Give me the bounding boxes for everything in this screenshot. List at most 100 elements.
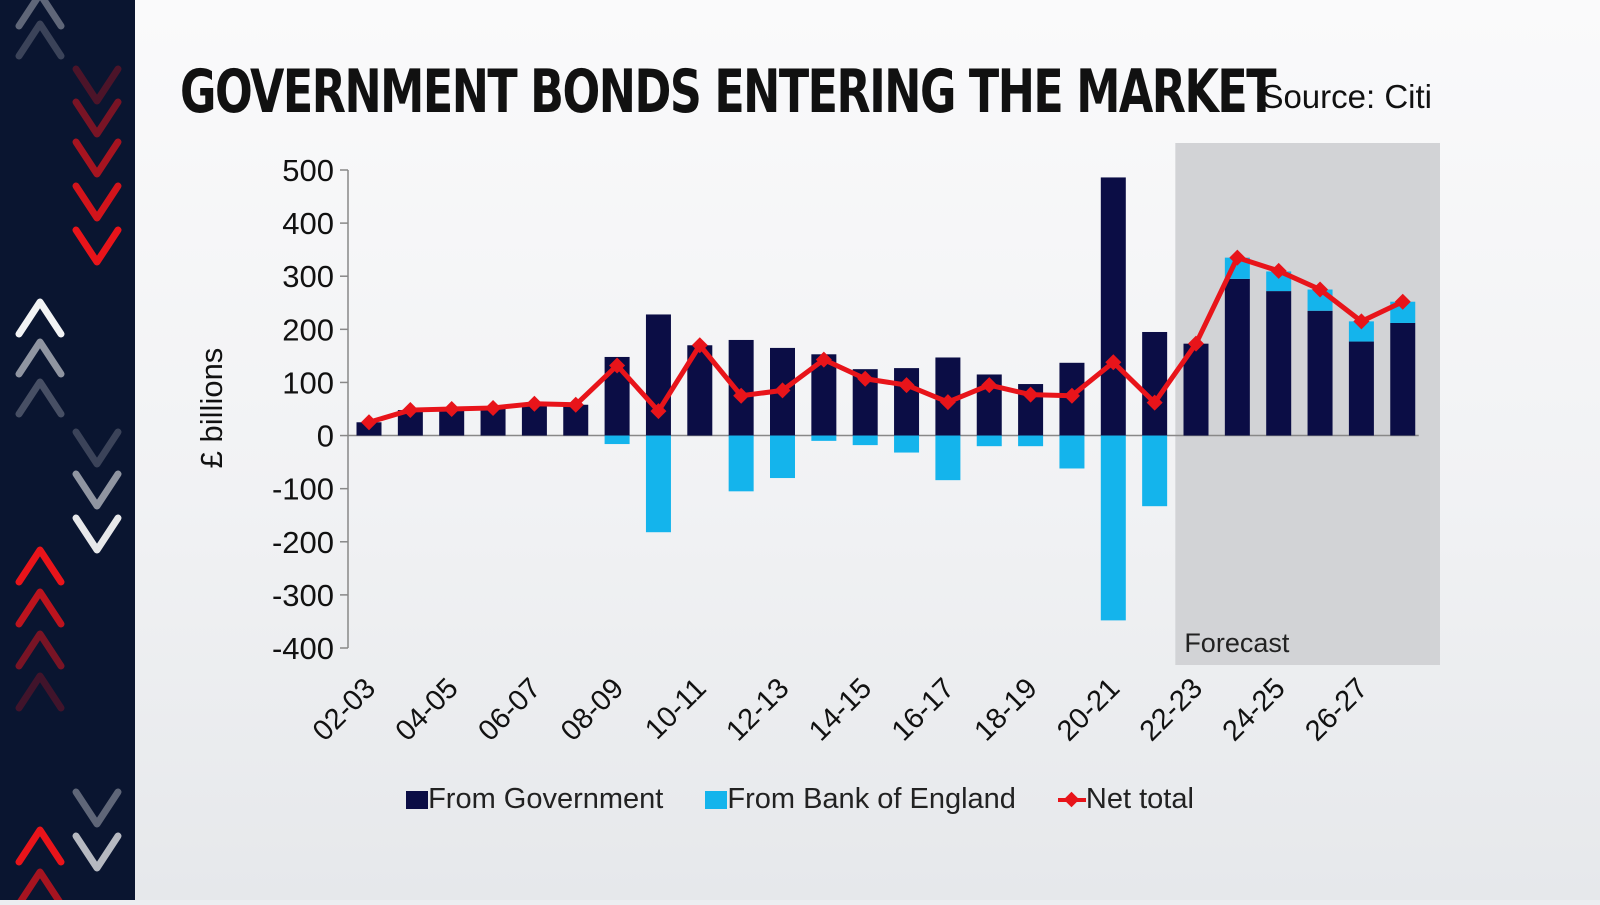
y-tick-label: 500 xyxy=(282,153,334,188)
y-tick-label: 100 xyxy=(282,365,334,400)
chevron-down-icon xyxy=(72,832,122,872)
chevron-up-icon xyxy=(15,672,65,712)
bar-bank-of-england xyxy=(1348,321,1374,342)
net-total-point xyxy=(981,377,998,394)
net-total-point xyxy=(1394,293,1411,310)
chevron-pattern-icon xyxy=(15,0,122,905)
y-tick-label: 300 xyxy=(282,259,334,294)
bar-government xyxy=(1142,331,1168,436)
net-total-point xyxy=(1312,281,1329,298)
chevron-up-icon xyxy=(15,588,65,628)
chevron-up-icon xyxy=(15,378,65,418)
x-tick-label: 20-21 xyxy=(1051,672,1126,747)
net-total-point xyxy=(815,351,832,368)
net-total-point xyxy=(402,402,419,419)
net-total-point xyxy=(609,357,626,374)
net-total-point xyxy=(361,414,377,431)
net-total-point xyxy=(1022,386,1039,403)
chevron-down-icon xyxy=(72,98,122,138)
legend-item-bank-of-england: From Bank of England xyxy=(705,783,1016,816)
net-total-point xyxy=(1188,335,1204,352)
y-axis-label: £ billions xyxy=(194,348,229,469)
chevron-down-icon xyxy=(72,514,122,554)
net-total-point xyxy=(1270,262,1287,279)
y-tick-label: -100 xyxy=(272,472,334,507)
chevron-up-icon xyxy=(15,298,65,338)
x-tick-label: 06-07 xyxy=(472,672,547,747)
chevron-up-icon xyxy=(15,826,65,866)
legend-swatch-net-total xyxy=(1057,791,1086,809)
bar-government xyxy=(1307,310,1333,436)
net-total-point xyxy=(691,337,708,354)
bar-bank-of-england xyxy=(604,435,630,445)
chevron-down-icon xyxy=(72,226,122,266)
y-tick-label: -200 xyxy=(272,525,334,560)
net-total-point xyxy=(1105,354,1122,371)
bar-bank-of-england xyxy=(1018,435,1044,447)
bar-bank-of-england xyxy=(645,435,671,533)
legend-label-net-total: Net total xyxy=(1085,783,1194,815)
net-total-point xyxy=(485,399,502,416)
net-total-point xyxy=(1229,249,1246,266)
y-tick-label: -300 xyxy=(272,578,334,613)
bar-bank-of-england xyxy=(811,435,837,441)
legend-label-bank-of-england: From Bank of England xyxy=(727,783,1016,815)
bar-bank-of-england xyxy=(935,435,961,481)
forecast-label: Forecast xyxy=(1184,628,1290,658)
chevron-down-icon xyxy=(72,65,122,105)
chevron-up-icon xyxy=(15,0,65,30)
chevron-up-icon xyxy=(15,630,65,670)
bar-government xyxy=(1100,177,1126,436)
x-tick-label: 04-05 xyxy=(390,672,465,747)
bar-government xyxy=(1266,291,1292,436)
x-tick-label: 08-09 xyxy=(555,672,630,747)
net-total-point xyxy=(857,370,874,387)
x-tick-label: 24-25 xyxy=(1217,672,1292,747)
legend-item-net-total: Net total xyxy=(1057,783,1194,816)
bar-bank-of-england xyxy=(728,435,754,492)
net-total-point xyxy=(1146,394,1163,411)
bar-bank-of-england xyxy=(976,435,1002,447)
chevron-down-icon xyxy=(72,138,122,178)
x-tick-label: 10-11 xyxy=(639,672,713,746)
bar-bank-of-england xyxy=(1142,435,1168,507)
x-tick-label: 14-15 xyxy=(803,672,878,747)
net-total-point xyxy=(650,403,667,420)
bar-bank-of-england xyxy=(1100,435,1126,621)
chevron-down-icon xyxy=(72,428,122,468)
bar-government xyxy=(1390,322,1416,436)
chart-legend: From Government From Bank of England Net… xyxy=(0,783,1600,816)
y-tick-label: 0 xyxy=(317,419,334,454)
net-total-point xyxy=(733,387,750,404)
chart-source: Source: Citi xyxy=(1261,78,1432,115)
bar-bank-of-england xyxy=(1059,435,1085,469)
x-tick-label: 12-13 xyxy=(720,672,795,747)
net-total-point xyxy=(526,395,543,412)
y-tick-label: 400 xyxy=(282,206,334,241)
net-total-point xyxy=(1353,313,1370,330)
x-tick-label: 18-19 xyxy=(968,672,1043,747)
legend-swatch-government xyxy=(406,790,429,809)
x-tick-label: 16-17 xyxy=(886,672,961,747)
bar-government xyxy=(1348,341,1374,436)
bar-government xyxy=(1224,278,1250,436)
net-total-point xyxy=(567,396,584,413)
net-total-point xyxy=(443,401,460,417)
net-total-point xyxy=(774,382,791,399)
chevron-down-icon xyxy=(72,182,122,222)
chevron-down-icon xyxy=(72,788,122,828)
chevron-up-icon xyxy=(15,868,65,905)
legend-label-government: From Government xyxy=(428,783,664,815)
y-tick-label: -400 xyxy=(272,631,334,666)
chart-title: GOVERNMENT BONDS ENTERING THE MARKET xyxy=(180,57,1277,127)
net-total-point xyxy=(1063,387,1080,404)
bar-bank-of-england xyxy=(852,435,878,446)
legend-item-government: From Government xyxy=(406,783,663,816)
chevron-up-icon xyxy=(15,20,65,60)
chevron-down-icon xyxy=(72,470,122,510)
legend-swatch-bank-of-england xyxy=(705,790,728,809)
net-total-point xyxy=(898,377,915,394)
y-tick-label: 200 xyxy=(282,312,334,347)
x-tick-label: 22-23 xyxy=(1134,672,1209,747)
